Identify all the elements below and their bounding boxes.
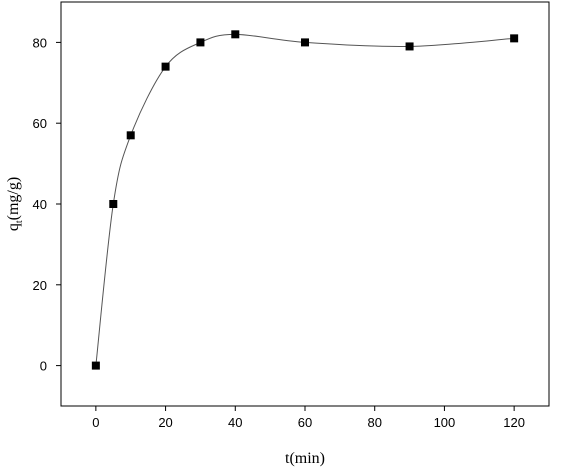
- y-axis-ticks: 0 20 40 60 80: [33, 35, 61, 374]
- x-tick-label: 20: [158, 415, 172, 430]
- plot-frame: [60, 1, 550, 407]
- y-tick-label: 20: [33, 278, 47, 293]
- y-axis-title-main: q: [5, 223, 22, 231]
- data-point-marker: [301, 38, 309, 47]
- data-point-marker: [126, 131, 135, 140]
- y-tick-label: 40: [33, 197, 47, 212]
- y-tick-label: 60: [33, 116, 47, 131]
- x-tick-label: 120: [503, 415, 525, 430]
- y-axis-title: qt(mg/g): [5, 177, 25, 231]
- fitted-curve: [95, 33, 515, 366]
- y-axis-title-unit: (mg/g): [5, 177, 22, 221]
- data-points: [91, 30, 519, 370]
- data-point-marker: [231, 30, 240, 39]
- x-tick-label: 100: [434, 415, 456, 430]
- x-axis-title: t(min): [285, 450, 325, 467]
- data-point-marker: [91, 361, 100, 370]
- data-point-marker: [510, 34, 519, 43]
- x-tick-label: 60: [298, 415, 312, 430]
- x-axis-ticks: 0 20 40 60 80 100 120: [92, 406, 525, 430]
- y-tick-label: 0: [40, 359, 47, 374]
- y-tick-label: 80: [33, 35, 47, 50]
- x-tick-label: 40: [228, 415, 242, 430]
- x-tick-label: 0: [92, 415, 99, 430]
- data-point-marker: [161, 62, 170, 71]
- data-point-marker: [405, 42, 414, 51]
- x-tick-label: 80: [367, 415, 381, 430]
- y-axis-title-subscript: t: [14, 220, 25, 223]
- data-point-marker: [109, 200, 118, 208]
- data-point-marker: [196, 38, 205, 47]
